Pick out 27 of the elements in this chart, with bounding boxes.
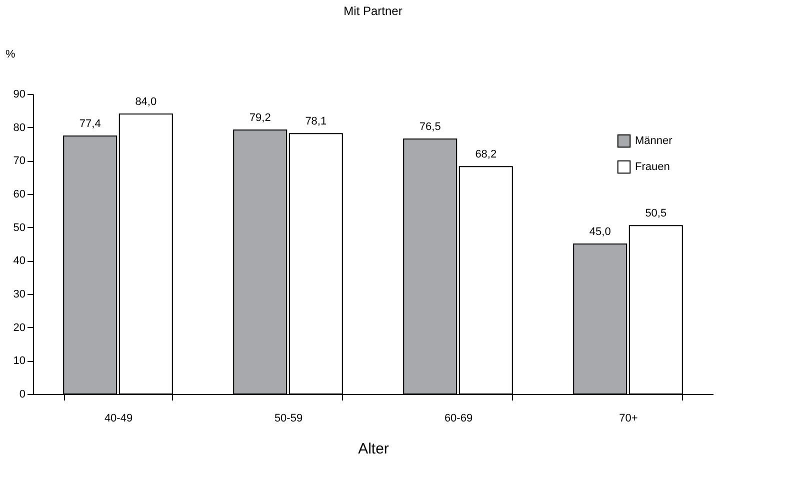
y-tick-label: 0 — [19, 388, 26, 400]
data-label: 78,1 — [305, 116, 327, 128]
y-tick-label: 60 — [13, 188, 26, 200]
y-tick-label: 20 — [13, 322, 26, 334]
y-tick-label: 70 — [13, 155, 26, 168]
data-label: 76,5 — [419, 121, 441, 133]
legend-label: Männer — [635, 135, 673, 147]
x-tick-label: 40-49 — [104, 412, 133, 424]
x-axis-title: Alter — [358, 440, 389, 458]
data-label: 77,4 — [79, 118, 101, 130]
y-tick-label: 40 — [13, 255, 26, 268]
data-label: 45,0 — [589, 226, 611, 238]
y-tick-label: 90 — [13, 88, 26, 100]
y-tick-label: 30 — [13, 288, 26, 300]
data-label: 79,2 — [249, 112, 271, 124]
legend-label: Frauen — [635, 161, 670, 173]
x-tick-label: 50-59 — [274, 412, 303, 424]
data-label: 84,0 — [135, 96, 157, 108]
chart-title: Mit Partner — [344, 4, 402, 18]
y-axis-title: % — [6, 48, 16, 60]
x-tick-label: 60-69 — [444, 412, 473, 424]
x-tick-label: 70+ — [619, 412, 638, 424]
y-tick-label: 80 — [13, 122, 26, 134]
data-label: 50,5 — [645, 208, 667, 220]
data-label: 68,2 — [475, 148, 497, 161]
y-tick-label: 10 — [13, 355, 26, 368]
y-tick-label: 50 — [13, 222, 26, 234]
